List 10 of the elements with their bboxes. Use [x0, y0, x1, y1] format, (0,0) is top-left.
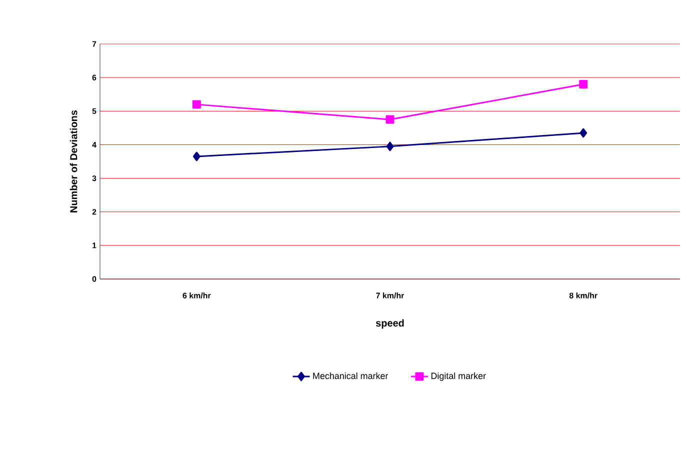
x-axis-title: speed — [376, 319, 404, 329]
point — [579, 80, 588, 89]
point — [192, 100, 201, 109]
point — [580, 128, 588, 138]
point — [386, 142, 394, 152]
legend-label: Mechanical marker — [313, 372, 388, 380]
point — [192, 152, 200, 162]
y-axis-title: Number of Deviations — [70, 110, 78, 212]
legend-label: Digital marker — [431, 372, 486, 381]
point — [386, 115, 394, 124]
